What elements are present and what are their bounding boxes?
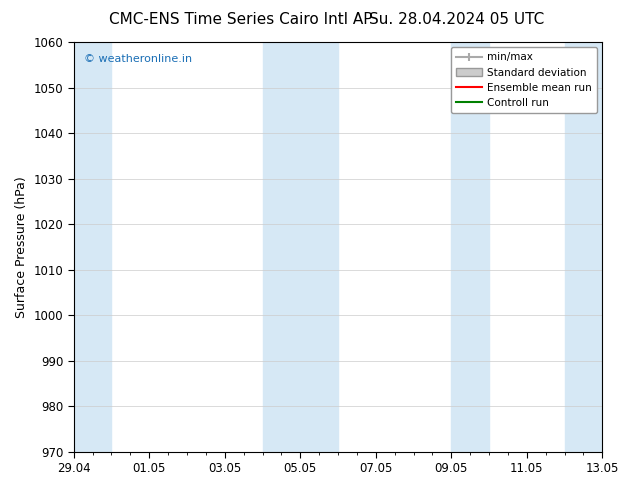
Text: Su. 28.04.2024 05 UTC: Su. 28.04.2024 05 UTC	[369, 12, 544, 27]
Bar	[262, 42, 338, 452]
Y-axis label: Surface Pressure (hPa): Surface Pressure (hPa)	[15, 176, 28, 318]
Bar	[74, 42, 112, 452]
Bar	[451, 42, 489, 452]
Bar	[564, 42, 602, 452]
Text: © weatheronline.in: © weatheronline.in	[84, 54, 193, 64]
Text: CMC-ENS Time Series Cairo Intl AP: CMC-ENS Time Series Cairo Intl AP	[109, 12, 373, 27]
Legend: min/max, Standard deviation, Ensemble mean run, Controll run: min/max, Standard deviation, Ensemble me…	[451, 47, 597, 113]
